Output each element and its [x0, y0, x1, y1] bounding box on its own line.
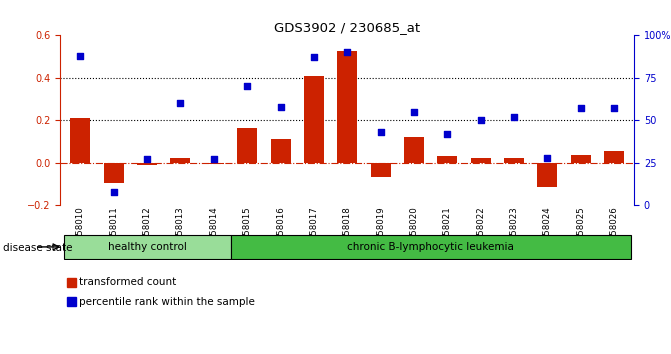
Point — [509, 114, 519, 120]
Text: transformed count: transformed count — [79, 278, 176, 287]
Bar — [470, 158, 491, 163]
Point — [442, 131, 453, 137]
Text: disease state: disease state — [3, 243, 73, 253]
Bar — [370, 163, 391, 177]
Point — [109, 189, 119, 195]
Point — [375, 130, 386, 135]
Text: chronic B-lymphocytic leukemia: chronic B-lymphocytic leukemia — [347, 242, 514, 252]
Point — [575, 105, 586, 111]
Text: healthy control: healthy control — [107, 242, 187, 252]
Point — [609, 105, 619, 111]
Bar — [237, 128, 257, 163]
Bar — [504, 158, 524, 163]
Point — [309, 55, 319, 60]
Bar — [231, 235, 631, 259]
Bar — [304, 76, 324, 163]
Bar — [270, 139, 291, 163]
Bar — [204, 163, 224, 164]
Bar — [70, 118, 91, 163]
Bar — [404, 137, 424, 163]
Bar — [571, 155, 590, 163]
Bar — [537, 163, 558, 187]
Bar — [64, 235, 231, 259]
Bar — [104, 163, 123, 183]
Point — [409, 109, 419, 115]
Point — [275, 104, 286, 110]
Point — [542, 155, 553, 161]
Point — [142, 156, 152, 162]
Bar — [170, 158, 191, 163]
Point — [475, 118, 486, 123]
Point — [75, 53, 86, 59]
Point — [342, 50, 353, 55]
Point — [242, 84, 252, 89]
Point — [209, 156, 219, 162]
Title: GDS3902 / 230685_at: GDS3902 / 230685_at — [274, 21, 420, 34]
Bar — [338, 51, 357, 163]
Point — [175, 101, 186, 106]
Bar — [437, 156, 458, 163]
Bar — [604, 151, 624, 163]
Bar — [137, 163, 157, 165]
Text: percentile rank within the sample: percentile rank within the sample — [79, 297, 255, 307]
